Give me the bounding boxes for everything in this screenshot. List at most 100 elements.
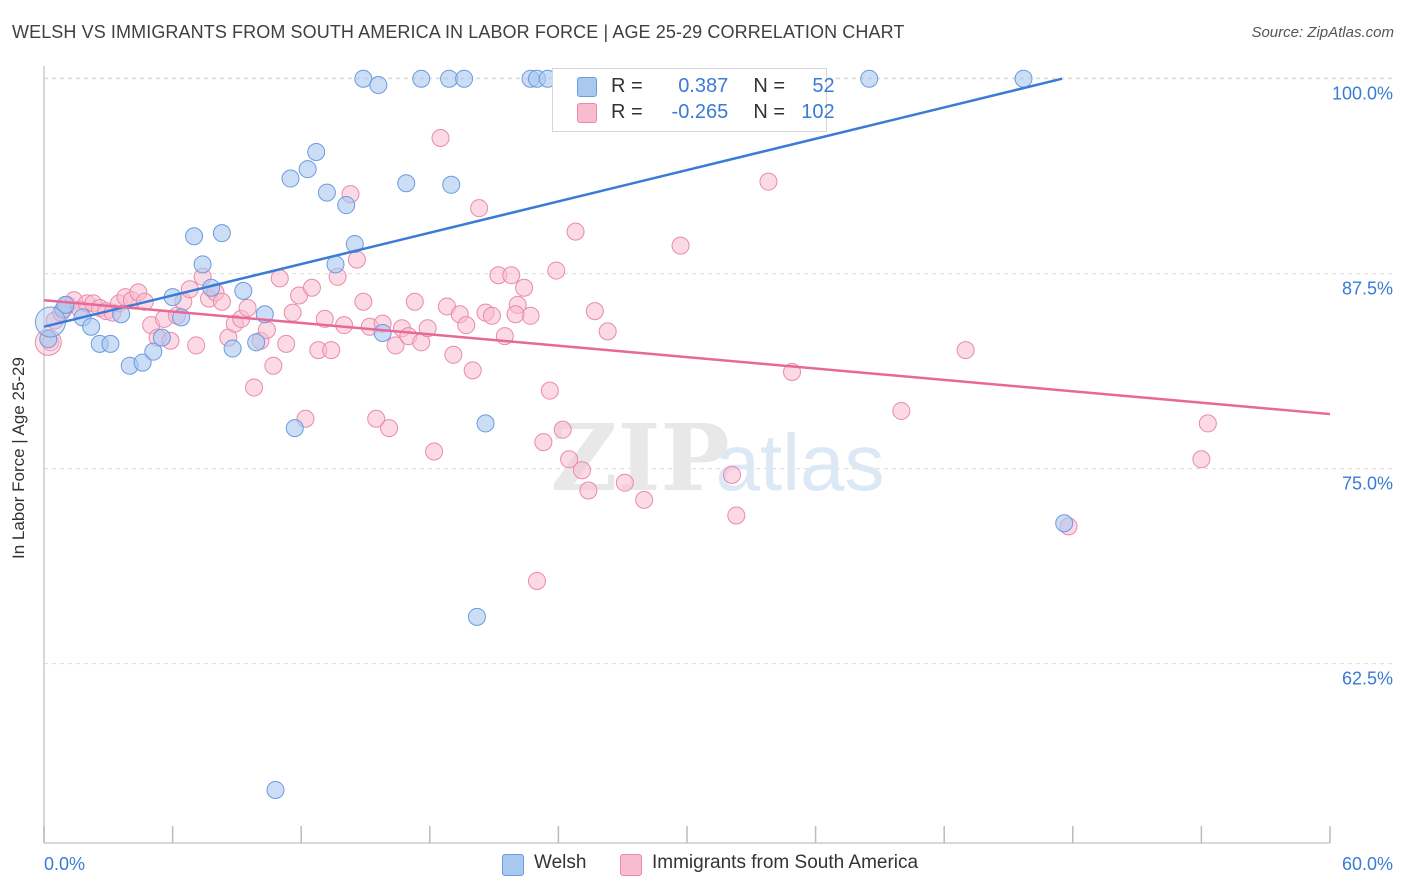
data-point-welsh — [298, 160, 317, 179]
legend-swatch-welsh — [502, 854, 524, 876]
data-point-welsh — [1014, 69, 1033, 88]
data-point-immigrants — [585, 302, 604, 321]
trend-lines — [43, 77, 1331, 416]
data-point-immigrants — [727, 506, 746, 525]
legend-swatch-immigrants — [577, 103, 597, 123]
data-point-welsh — [337, 196, 356, 215]
data-point-immigrants — [506, 305, 525, 324]
data-point-immigrants — [560, 450, 579, 469]
data-point-welsh — [442, 175, 461, 194]
data-point-immigrants — [302, 278, 321, 297]
data-point-immigrants — [322, 341, 341, 360]
data-point-immigrants — [482, 306, 501, 325]
n-label: N = — [753, 101, 786, 123]
source-credit: Source: ZipAtlas.com — [1251, 24, 1394, 41]
data-point-welsh — [307, 143, 326, 162]
trend-line-immigrants — [43, 298, 1331, 416]
legend-label-immigrants: Immigrants from South America — [652, 852, 919, 873]
legend-text-welsh: R = 0.387 N = 52 — [611, 75, 835, 98]
data-point-welsh — [185, 227, 204, 246]
data-point-welsh — [354, 69, 373, 88]
data-point-immigrants — [723, 465, 742, 484]
data-point-immigrants — [405, 292, 424, 311]
data-point-immigrants — [759, 172, 778, 191]
data-point-immigrants — [1198, 414, 1217, 433]
data-point-immigrants — [534, 433, 553, 452]
data-point-immigrants — [572, 461, 591, 480]
data-point-welsh — [101, 334, 120, 353]
y-axis-label: In Labor Force | Age 25-29 — [9, 357, 28, 559]
data-point-immigrants — [270, 269, 289, 288]
series-welsh-points — [34, 69, 1074, 799]
data-point-immigrants — [956, 341, 975, 360]
data-point-welsh — [234, 281, 253, 300]
n-value-welsh: 52 — [812, 75, 835, 97]
data-point-welsh — [247, 333, 266, 352]
data-point-immigrants — [283, 303, 302, 322]
data-point-immigrants — [367, 409, 386, 428]
y-tick-label: 75.0% — [1342, 474, 1393, 494]
data-point-welsh — [373, 323, 392, 342]
tick-labels: 62.5% 75.0% 87.5% 100.0% 0.0% 60.0% — [44, 84, 1393, 874]
data-point-immigrants — [354, 292, 373, 311]
data-point-immigrants — [380, 419, 399, 438]
data-point-welsh — [193, 255, 212, 274]
data-point-welsh — [369, 75, 388, 94]
data-point-welsh — [317, 183, 336, 202]
watermark-atlas: atlas — [716, 418, 885, 507]
legend-label-welsh: Welsh — [534, 852, 587, 873]
grid-lines — [44, 77, 1392, 665]
data-point-immigrants — [547, 261, 566, 280]
data-point-immigrants — [386, 336, 405, 355]
data-point-welsh — [82, 317, 101, 336]
data-point-immigrants — [553, 420, 572, 439]
data-point-immigrants — [470, 199, 489, 218]
data-point-immigrants — [566, 222, 585, 241]
correlation-legend: R = 0.387 N = 52 R = -0.265 N = 102 — [552, 68, 835, 132]
trend-line-welsh — [43, 77, 1063, 328]
data-point-welsh — [345, 235, 364, 254]
data-point-welsh — [467, 607, 486, 626]
data-point-immigrants — [635, 490, 654, 509]
r-value-welsh: 0.387 — [678, 75, 729, 97]
data-point-welsh — [281, 169, 300, 188]
data-point-immigrants — [515, 278, 534, 297]
data-point-immigrants — [502, 266, 521, 285]
chart-title: WELSH VS IMMIGRANTS FROM SOUTH AMERICA I… — [12, 22, 905, 42]
data-point-welsh — [455, 69, 474, 88]
data-point-welsh — [152, 328, 171, 347]
data-point-welsh — [1055, 514, 1074, 533]
legend-swatch-immigrants — [620, 854, 642, 876]
data-point-immigrants — [444, 345, 463, 364]
watermark: ZIP atlas — [550, 404, 884, 512]
legend-swatch-welsh — [577, 77, 597, 97]
data-point-welsh — [223, 339, 242, 358]
data-point-welsh — [476, 414, 495, 433]
data-point-immigrants — [431, 128, 450, 147]
n-value-immigrants: 102 — [801, 101, 835, 123]
r-value-immigrants: -0.265 — [671, 101, 729, 123]
data-point-immigrants — [277, 334, 296, 353]
y-tick-label: 100.0% — [1332, 84, 1393, 104]
data-point-immigrants — [1192, 450, 1211, 469]
data-point-immigrants — [540, 381, 559, 400]
data-point-welsh — [412, 69, 431, 88]
data-point-immigrants — [892, 401, 911, 420]
data-point-immigrants — [418, 319, 437, 338]
data-point-immigrants — [315, 309, 334, 328]
data-point-immigrants — [527, 571, 546, 590]
data-point-immigrants — [671, 236, 690, 255]
r-label: R = — [611, 101, 643, 123]
series-legend: Welsh Immigrants from South America — [0, 852, 1406, 878]
data-point-immigrants — [245, 378, 264, 397]
data-point-welsh — [39, 330, 58, 349]
data-point-immigrants — [615, 473, 634, 492]
data-point-immigrants — [463, 361, 482, 380]
y-tick-label: 62.5% — [1342, 669, 1393, 689]
data-point-welsh — [212, 224, 231, 243]
data-point-immigrants — [238, 299, 257, 318]
data-point-welsh — [133, 353, 152, 372]
data-point-immigrants — [579, 481, 598, 500]
data-point-immigrants — [521, 306, 540, 325]
data-point-welsh — [397, 174, 416, 193]
